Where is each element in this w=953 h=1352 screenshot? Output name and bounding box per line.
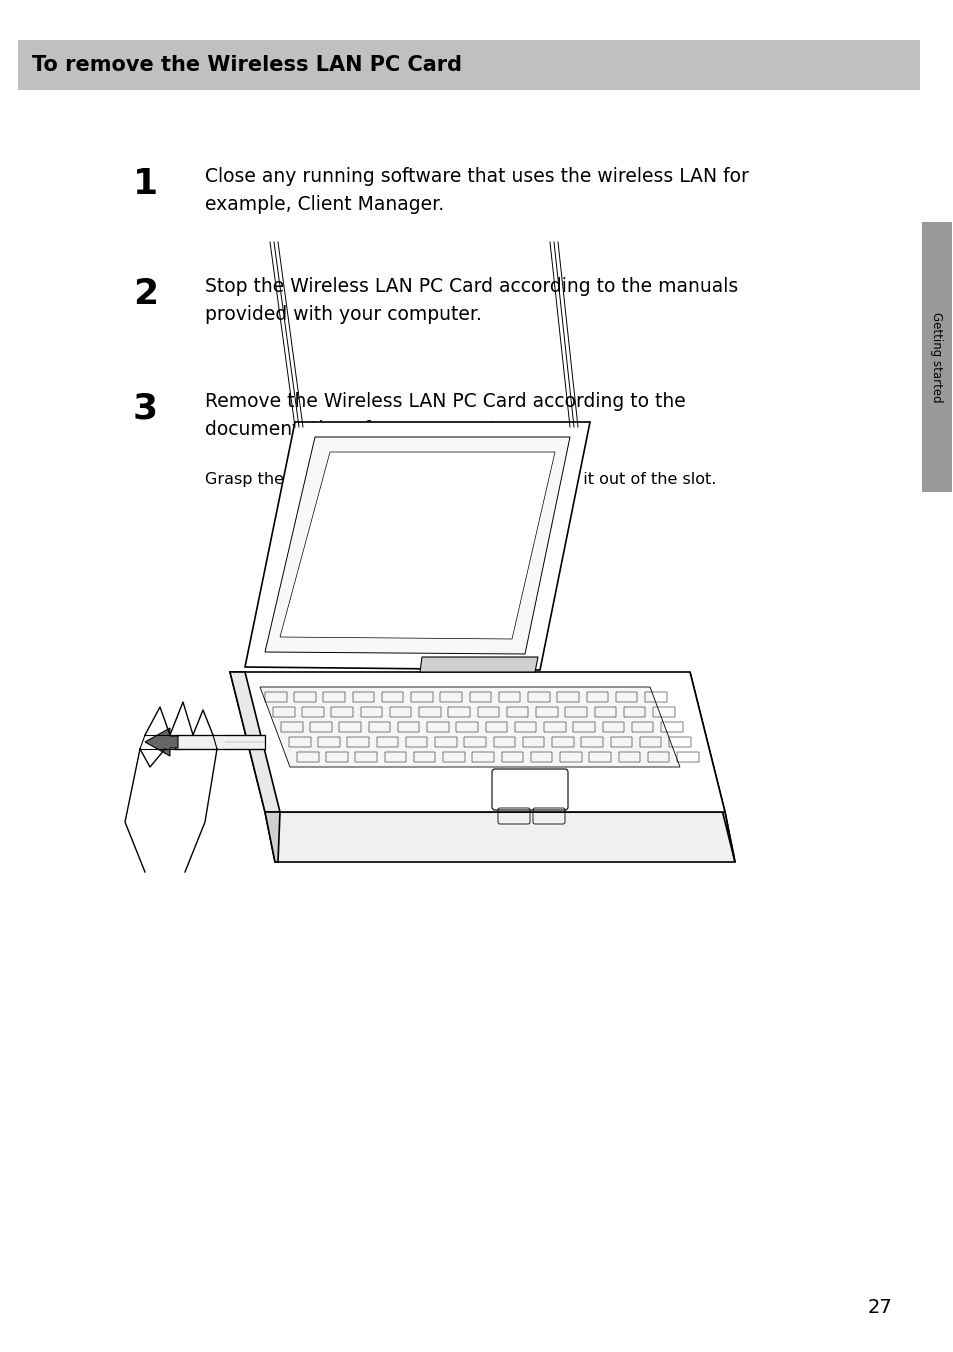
Bar bbox=[921, 222, 951, 492]
Text: 27: 27 bbox=[866, 1298, 891, 1317]
Polygon shape bbox=[260, 687, 679, 767]
Polygon shape bbox=[689, 672, 734, 863]
Polygon shape bbox=[174, 735, 265, 749]
Polygon shape bbox=[230, 672, 280, 813]
Text: 3: 3 bbox=[132, 392, 158, 426]
Polygon shape bbox=[280, 452, 555, 639]
Text: Remove the Wireless LAN PC Card according to the
documentation of your computer.: Remove the Wireless LAN PC Card accordin… bbox=[205, 392, 685, 439]
Text: Stop the Wireless LAN PC Card according to the manuals
provided with your comput: Stop the Wireless LAN PC Card according … bbox=[205, 277, 738, 324]
Bar bbox=[18, 41, 919, 91]
Polygon shape bbox=[245, 422, 589, 671]
Text: Getting started: Getting started bbox=[929, 312, 943, 403]
Polygon shape bbox=[230, 672, 724, 813]
Text: Close any running software that uses the wireless LAN for
example, Client Manage: Close any running software that uses the… bbox=[205, 168, 748, 214]
Polygon shape bbox=[419, 657, 537, 672]
Text: Grasp the card at both sides and carefully pull it out of the slot.: Grasp the card at both sides and careful… bbox=[205, 472, 716, 487]
Text: 1: 1 bbox=[132, 168, 158, 201]
Text: 2: 2 bbox=[132, 277, 158, 311]
Polygon shape bbox=[265, 437, 569, 654]
Polygon shape bbox=[265, 813, 734, 863]
Polygon shape bbox=[145, 727, 178, 756]
Text: To remove the Wireless LAN PC Card: To remove the Wireless LAN PC Card bbox=[32, 55, 461, 74]
Polygon shape bbox=[265, 813, 280, 863]
